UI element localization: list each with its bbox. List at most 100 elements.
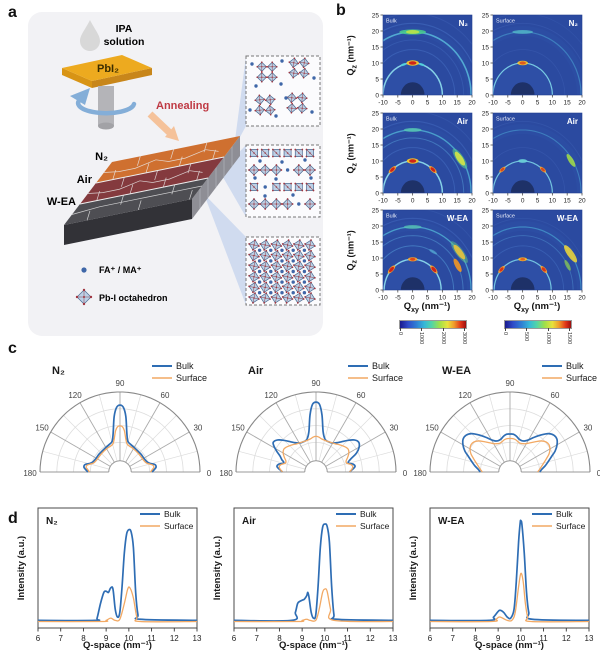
svg-text:5: 5: [536, 100, 540, 107]
svg-text:5: 5: [485, 174, 489, 181]
svg-text:9: 9: [300, 634, 305, 643]
svg-text:20: 20: [468, 198, 476, 205]
lattice-disordered: [248, 57, 316, 118]
droplet-icon: [80, 20, 100, 51]
svg-text:20: 20: [578, 295, 586, 302]
svg-text:5: 5: [536, 198, 540, 205]
svg-text:11: 11: [147, 634, 156, 643]
svg-text:25: 25: [372, 110, 380, 117]
svg-text:5: 5: [375, 271, 379, 278]
svg-text:20: 20: [372, 28, 380, 35]
svg-text:150: 150: [425, 424, 439, 433]
svg-text:7: 7: [254, 634, 259, 643]
svg-text:Surface: Surface: [556, 521, 586, 531]
film-label-n2: N₂: [95, 151, 108, 163]
svg-text:60: 60: [551, 391, 560, 400]
svg-text:0: 0: [521, 100, 525, 107]
svg-text:10: 10: [549, 198, 557, 205]
svg-text:W-EA: W-EA: [557, 214, 578, 223]
svg-text:Surface: Surface: [496, 117, 515, 123]
panel-label-b: b: [336, 2, 346, 19]
svg-text:5: 5: [375, 174, 379, 181]
svg-text:10: 10: [124, 634, 133, 643]
ipa-label-line1: IPA: [116, 23, 133, 35]
svg-text:Bulk: Bulk: [386, 19, 397, 25]
giwaxs-map-bulk-air: Bulk Air -10 -5 0 5 10 15 20 0 5 10 15 20 25: [367, 109, 479, 216]
svg-text:N₂: N₂: [459, 19, 469, 28]
giwaxs-map-surface-wea: Surface W-EA -10 -5 0 5 10 15 20 0 5 10 15 20 25: [477, 206, 589, 313]
svg-text:120: 120: [264, 391, 278, 400]
colorbar-tick-label: 0: [397, 332, 403, 336]
svg-text:Bulk: Bulk: [360, 509, 377, 519]
colorbar-tick-label: 0: [502, 332, 508, 336]
svg-text:15: 15: [482, 239, 490, 246]
svg-text:30: 30: [389, 424, 398, 433]
colorbar-tick-label: 1000: [544, 332, 551, 345]
svg-text:Bulk: Bulk: [566, 361, 584, 371]
giwaxs-map-surface-n2: Surface N₂ -10 -5 0 5 10 15 20 0 5 10 15 20 25: [477, 11, 589, 118]
qz-axis-label-row1: Qz (nm⁻¹): [345, 35, 359, 76]
svg-text:10: 10: [516, 634, 525, 643]
svg-text:10: 10: [482, 255, 490, 262]
svg-text:-5: -5: [505, 295, 511, 302]
spin-rod: [98, 86, 114, 126]
svg-text:0: 0: [375, 190, 379, 197]
panel-a-schematic: IPA solution PbI₂ Annealing N₂ Air W-EA …: [28, 12, 323, 336]
svg-text:10: 10: [372, 60, 380, 67]
svg-text:10: 10: [320, 634, 329, 643]
qz-axis-label-row3: Qz (nm⁻¹): [345, 230, 359, 271]
legend-cation-label: FA⁺ / MA⁺: [99, 265, 142, 275]
svg-text:0: 0: [485, 287, 489, 294]
svg-text:Air: Air: [567, 117, 578, 126]
svg-text:6: 6: [232, 634, 237, 643]
octahedron-icon: [75, 288, 93, 306]
svg-text:120: 120: [458, 391, 472, 400]
svg-text:20: 20: [372, 223, 380, 230]
svg-text:-5: -5: [505, 100, 511, 107]
colorbar-bulk: 0 1000 2000 3000: [397, 320, 467, 346]
svg-text:6: 6: [36, 634, 41, 643]
svg-text:5: 5: [485, 271, 489, 278]
svg-text:Bulk: Bulk: [386, 117, 397, 123]
lattice-ordered: [248, 239, 316, 304]
connector-wedge-2: [220, 145, 246, 217]
svg-text:Surface: Surface: [164, 521, 194, 531]
colorbar-tick-label: 2000: [439, 332, 446, 345]
svg-text:0: 0: [403, 469, 408, 478]
giwaxs-map-bulk-n2: Bulk N₂ -10 -5 0 5 10 15 20 0 5 10 15 20 25: [367, 11, 479, 118]
svg-text:20: 20: [468, 100, 476, 107]
svg-text:Air: Air: [242, 516, 256, 527]
svg-text:15: 15: [482, 44, 490, 51]
svg-text:-10: -10: [488, 198, 498, 205]
legend-octahedron-label: Pb-I octahedron: [99, 293, 168, 303]
svg-text:-5: -5: [395, 100, 401, 107]
svg-text:10: 10: [439, 295, 447, 302]
svg-text:W-EA: W-EA: [447, 214, 468, 223]
film-slab: [64, 136, 240, 245]
svg-text:12: 12: [170, 634, 179, 643]
svg-text:Bulk: Bulk: [386, 214, 397, 220]
svg-text:0: 0: [411, 100, 415, 107]
svg-text:11: 11: [539, 634, 548, 643]
panel-label-d: d: [8, 510, 18, 527]
svg-text:20: 20: [468, 295, 476, 302]
colorbar-tick-label: 3000: [461, 332, 467, 345]
svg-text:30: 30: [193, 424, 202, 433]
svg-text:8: 8: [277, 634, 282, 643]
svg-text:0: 0: [597, 469, 600, 478]
pbi2-plate-front: [92, 68, 152, 88]
svg-text:0: 0: [207, 469, 212, 478]
svg-text:10: 10: [549, 295, 557, 302]
svg-text:60: 60: [357, 391, 366, 400]
svg-text:20: 20: [372, 126, 380, 133]
svg-text:W-EA: W-EA: [438, 516, 464, 527]
qz-axis-label-row2: Qz (nm⁻¹): [345, 133, 359, 174]
svg-text:W-EA: W-EA: [442, 365, 471, 377]
svg-text:12: 12: [366, 634, 375, 643]
svg-text:10: 10: [482, 60, 490, 67]
svg-text:10: 10: [482, 158, 490, 165]
svg-text:-10: -10: [378, 198, 388, 205]
giwaxs-map-surface-air: Surface Air -10 -5 0 5 10 15 20 0 5 10 15 20 25: [477, 109, 589, 216]
giwaxs-map-bulk-wea: Bulk W-EA -10 -5 0 5 10 15 20 0 5 10 15 20 25: [367, 206, 479, 313]
